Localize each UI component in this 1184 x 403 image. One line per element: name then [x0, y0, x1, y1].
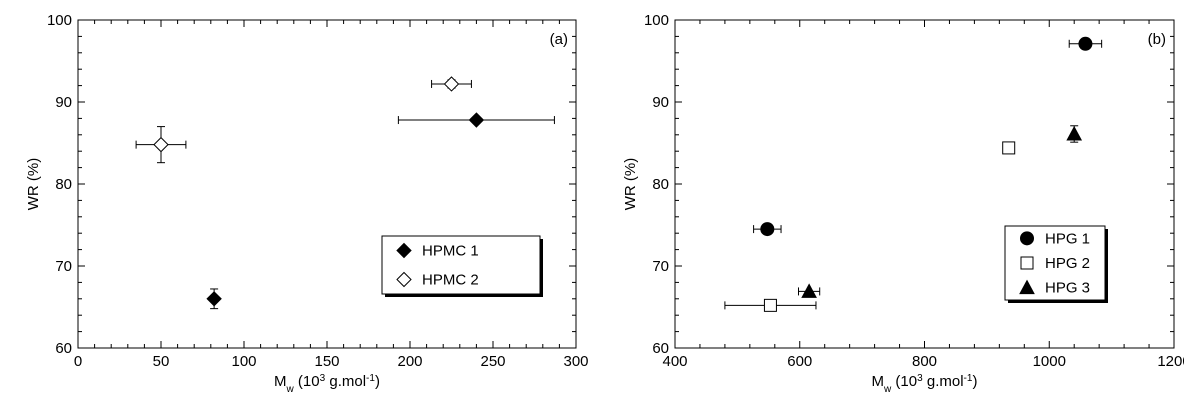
legend-entry-label: HPG 1 [1045, 230, 1090, 247]
data-point [443, 76, 460, 92]
x-tick-label: 100 [231, 353, 256, 370]
x-tick-label: 0 [74, 353, 82, 370]
legend: HPMC 1 HPMC 2 [381, 235, 543, 297]
data-point [801, 283, 817, 298]
x-axis-label-part: ) [375, 373, 380, 390]
x-tick-label: 800 [912, 353, 937, 370]
x-axis-label-part: -1 [366, 373, 375, 384]
x-axis-label-part: ) [972, 373, 977, 390]
y-tick-label: 90 [55, 94, 72, 111]
x-axis-label-part: M [274, 373, 287, 390]
legend-marker [1020, 256, 1034, 270]
x-axis-label-part: (10 [891, 373, 917, 390]
x-tick-label: 150 [314, 353, 339, 370]
x-axis-label-part: (10 [294, 373, 320, 390]
y-tick-label: 90 [652, 94, 669, 111]
y-tick-label: 60 [55, 340, 72, 357]
y-axis-label: WR (%) [622, 158, 639, 211]
x-tick-label: 300 [563, 353, 588, 370]
x-tick-label: 250 [480, 353, 505, 370]
y-tick-label: 100 [644, 12, 669, 29]
legend-entry-label: HPG 3 [1045, 280, 1090, 297]
data-point [206, 291, 222, 307]
x-axis-label: Mw (103 g.mol-1) [274, 373, 380, 395]
series-hpmc-1 [206, 112, 555, 310]
panel-b: 400 600 800 1000 1200 60 70 80 90 100 (b) Mw (103 g… [622, 12, 1184, 395]
x-axis-label-part: w [883, 384, 892, 395]
panel-label: (b) [1148, 31, 1166, 48]
x-tick-label: 1000 [1033, 353, 1066, 370]
x-axis-label-part: -1 [964, 373, 973, 384]
x-tick-label: 50 [153, 353, 170, 370]
x-tick-label: 200 [397, 353, 422, 370]
x-tick-label: 600 [787, 353, 812, 370]
y-tick-label: 100 [47, 12, 72, 29]
series-hpg-3 [798, 125, 1083, 298]
x-axis-label-part: w [286, 384, 295, 395]
legend-marker [1019, 279, 1035, 295]
legend: HPG 1 HPG 2 HPG 3 [1004, 225, 1108, 303]
legend-box [381, 235, 541, 295]
panel-a: 0 50 100 150 200 250 300 60 70 80 90 100 (a) Mw (103 … [25, 12, 589, 395]
y-tick-label: 80 [652, 176, 669, 193]
x-tick-label: 1200 [1157, 353, 1184, 370]
x-axis-label-part: 3 [917, 373, 923, 384]
x-axis-label-part: M [872, 373, 885, 390]
series-hpg-1 [753, 36, 1103, 237]
series-hpmc-2 [135, 76, 472, 164]
data-point [468, 112, 485, 128]
data-point [1002, 141, 1016, 155]
x-axis-label: Mw (103 g.mol-1) [872, 373, 978, 395]
data-point [760, 222, 775, 237]
y-tick-label: 60 [652, 340, 669, 357]
series-hpg-2 [724, 141, 1016, 312]
legend-marker [1020, 231, 1034, 246]
data-point [763, 298, 777, 312]
y-tick-label: 70 [652, 258, 669, 275]
data-point [153, 136, 169, 153]
x-tick-label: 400 [662, 353, 687, 370]
data-point [1066, 125, 1083, 141]
data-point [1078, 36, 1093, 51]
y-axis-label: WR (%) [25, 158, 42, 211]
legend-entry-label: HPG 2 [1045, 255, 1090, 272]
x-axis-label-part: 3 [320, 373, 326, 384]
x-axis-label-part: g.mol [325, 373, 366, 390]
y-tick-label: 80 [55, 176, 72, 193]
panel-label: (a) [550, 31, 568, 48]
legend-marker [396, 271, 412, 288]
y-tick-label: 70 [55, 258, 72, 275]
legend-entry-label: HPMC 1 [422, 243, 479, 260]
legend-marker [396, 242, 412, 259]
x-axis-label-part: g.mol [923, 373, 964, 390]
legend-entry-label: HPMC 2 [422, 272, 479, 289]
plot-frame [77, 19, 577, 349]
